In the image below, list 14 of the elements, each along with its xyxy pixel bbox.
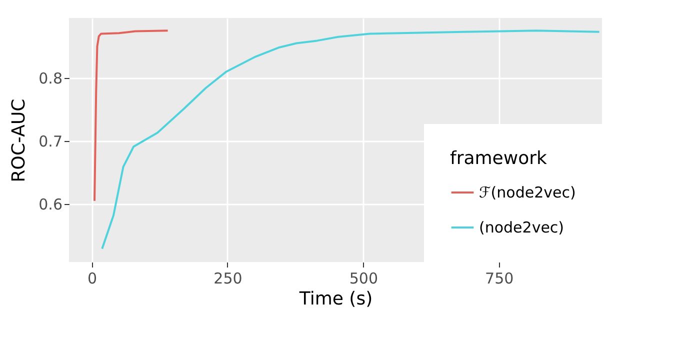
line-series [101,30,600,250]
legend-title: framework [450,148,548,169]
legend-label: ℱ(node2vec) [479,184,576,202]
y-axis-title: ROC-AUC [8,98,30,182]
x-tick-label: 0 [88,270,98,288]
y-tick-label: 0.7 [38,132,62,150]
x-axis-title: Time (s) [298,288,373,310]
x-tick-label: 250 [214,270,242,288]
y-tick-label: 0.8 [38,69,62,88]
y-tick-label: 0.6 [38,195,62,214]
x-tick-label: 500 [349,270,378,288]
x-tick-label: 750 [485,270,514,288]
line-series [94,30,169,202]
legend-label: (node2vec) [479,218,564,236]
